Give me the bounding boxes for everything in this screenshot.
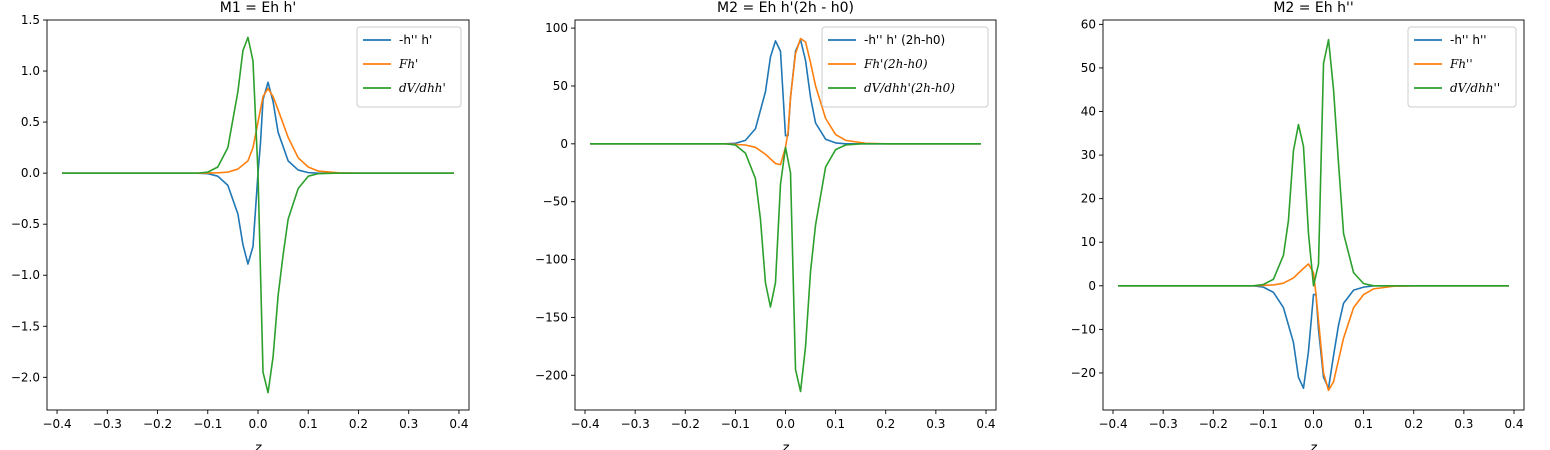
x-tick-label: −0.2 — [1199, 417, 1228, 431]
x-tick-label: 0.2 — [876, 417, 895, 431]
x-axis-label: z — [254, 441, 263, 450]
x-tick-label: 0.1 — [1354, 417, 1373, 431]
x-axis-label: z — [781, 441, 790, 450]
legend-entry: dV/dhh' — [399, 81, 446, 95]
legend-entry: dV/dhh'(2h-h0) — [864, 81, 955, 95]
y-tick-label: −1.5 — [11, 319, 40, 333]
x-tick-label: −0.1 — [193, 417, 222, 431]
y-tick-label: −2.0 — [11, 370, 40, 384]
y-tick-label: 50 — [553, 79, 568, 93]
y-tick-label: −150 — [535, 310, 568, 324]
x-tick-label: 0.4 — [976, 417, 995, 431]
series-line-3 — [590, 143, 981, 393]
y-tick-label: 50 — [1081, 61, 1096, 75]
y-tick-label: 1.0 — [21, 64, 40, 78]
x-tick-label: −0.4 — [42, 417, 71, 431]
legend-box — [356, 26, 462, 108]
legend-entry: dV/dhh'' — [1450, 81, 1500, 95]
x-tick-label: 0.2 — [349, 417, 368, 431]
legend: -h'' h'' Fh'' dV/dhh'' — [1407, 26, 1517, 108]
chart-panel-1: −0.4 −0.3 −0.2 −0.1 0.0 0.1 0.2 0.3 0.4 −2.0 −1.5 −… — [11, 0, 470, 450]
y-tick-label: 40 — [1081, 105, 1096, 119]
y-tick-label: 0 — [1088, 279, 1096, 293]
y-tick-label: 0 — [560, 137, 568, 151]
x-tick-label: 0.3 — [1454, 417, 1473, 431]
x-tick-label: 0.3 — [399, 417, 418, 431]
legend-entry: -h'' h'' — [1450, 33, 1487, 47]
series-line-2 — [590, 37, 981, 166]
y-tick-label: 0.0 — [21, 166, 40, 180]
series-line-3 — [1118, 38, 1509, 287]
y-tick-label: −50 — [543, 195, 568, 209]
y-tick-label: −1.0 — [11, 268, 40, 282]
y-tick-label: −200 — [535, 368, 568, 382]
series-line-3 — [62, 36, 454, 394]
legend-entry: Fh' — [398, 57, 418, 71]
y-tick-label: 60 — [1081, 17, 1096, 31]
y-tick-label: −20 — [1071, 366, 1096, 380]
chart-title: M1 = Eh h' — [220, 0, 297, 16]
y-tick-label: 10 — [1081, 235, 1096, 249]
x-tick-label: 0.4 — [1504, 417, 1523, 431]
x-tick-label: −0.4 — [570, 417, 599, 431]
legend-box — [1407, 26, 1517, 108]
x-tick-label: 0.1 — [826, 417, 845, 431]
x-tick-label: −0.3 — [1149, 417, 1178, 431]
x-tick-label: −0.2 — [671, 417, 700, 431]
y-tick-label: 20 — [1081, 192, 1096, 206]
chart-panel-2: −0.4 −0.3 −0.2 −0.1 0.0 0.1 0.2 0.3 0.4 −200 −150 −… — [535, 0, 997, 450]
legend-box — [821, 26, 989, 108]
legend-entry: -h'' h' — [399, 33, 432, 47]
x-tick-label: −0.4 — [1098, 417, 1127, 431]
chart-title: M2 = Eh h'' — [1273, 0, 1353, 16]
x-tick-label: 0.0 — [776, 417, 795, 431]
x-tick-label: 0.2 — [1404, 417, 1423, 431]
legend-entry: Fh'' — [1449, 57, 1473, 71]
x-tick-label: 0.3 — [926, 417, 945, 431]
series-line-2 — [62, 87, 454, 174]
x-tick-label: 0.0 — [1304, 417, 1323, 431]
y-tick-label: 1.5 — [21, 13, 40, 27]
x-tick-label: −0.3 — [93, 417, 122, 431]
y-tick-label: 0.5 — [21, 115, 40, 129]
x-tick-label: 0.4 — [449, 417, 468, 431]
x-tick-label: −0.2 — [143, 417, 172, 431]
series-line-2 — [1118, 263, 1509, 392]
x-axis-label: z — [1309, 441, 1318, 450]
legend: -h'' h' Fh' dV/dhh' — [356, 26, 462, 108]
y-tick-label: −100 — [535, 253, 568, 267]
legend: -h'' h' (2h-h0) Fh'(2h-h0) dV/dhh'(2h-h0) — [821, 26, 989, 108]
x-tick-label: −0.1 — [1249, 417, 1278, 431]
x-tick-label: 0.0 — [248, 417, 267, 431]
legend-entry: Fh'(2h-h0) — [863, 57, 928, 71]
x-tick-label: 0.1 — [299, 417, 318, 431]
y-tick-label: −0.5 — [11, 217, 40, 231]
legend-entry: -h'' h' (2h-h0) — [864, 33, 945, 47]
y-tick-label: 100 — [545, 21, 568, 35]
chart-panel-3: −0.4 −0.3 −0.2 −0.1 0.0 0.1 0.2 0.3 0.4 −20 −10 0 10… — [1071, 0, 1525, 450]
chart-title: M2 = Eh h'(2h - h0) — [717, 0, 854, 16]
x-tick-label: −0.3 — [621, 417, 650, 431]
series-line-1 — [62, 81, 454, 265]
y-tick-label: 30 — [1081, 148, 1096, 162]
series-line-1 — [1118, 285, 1509, 390]
y-tick-label: −10 — [1071, 322, 1096, 336]
x-tick-label: −0.1 — [721, 417, 750, 431]
